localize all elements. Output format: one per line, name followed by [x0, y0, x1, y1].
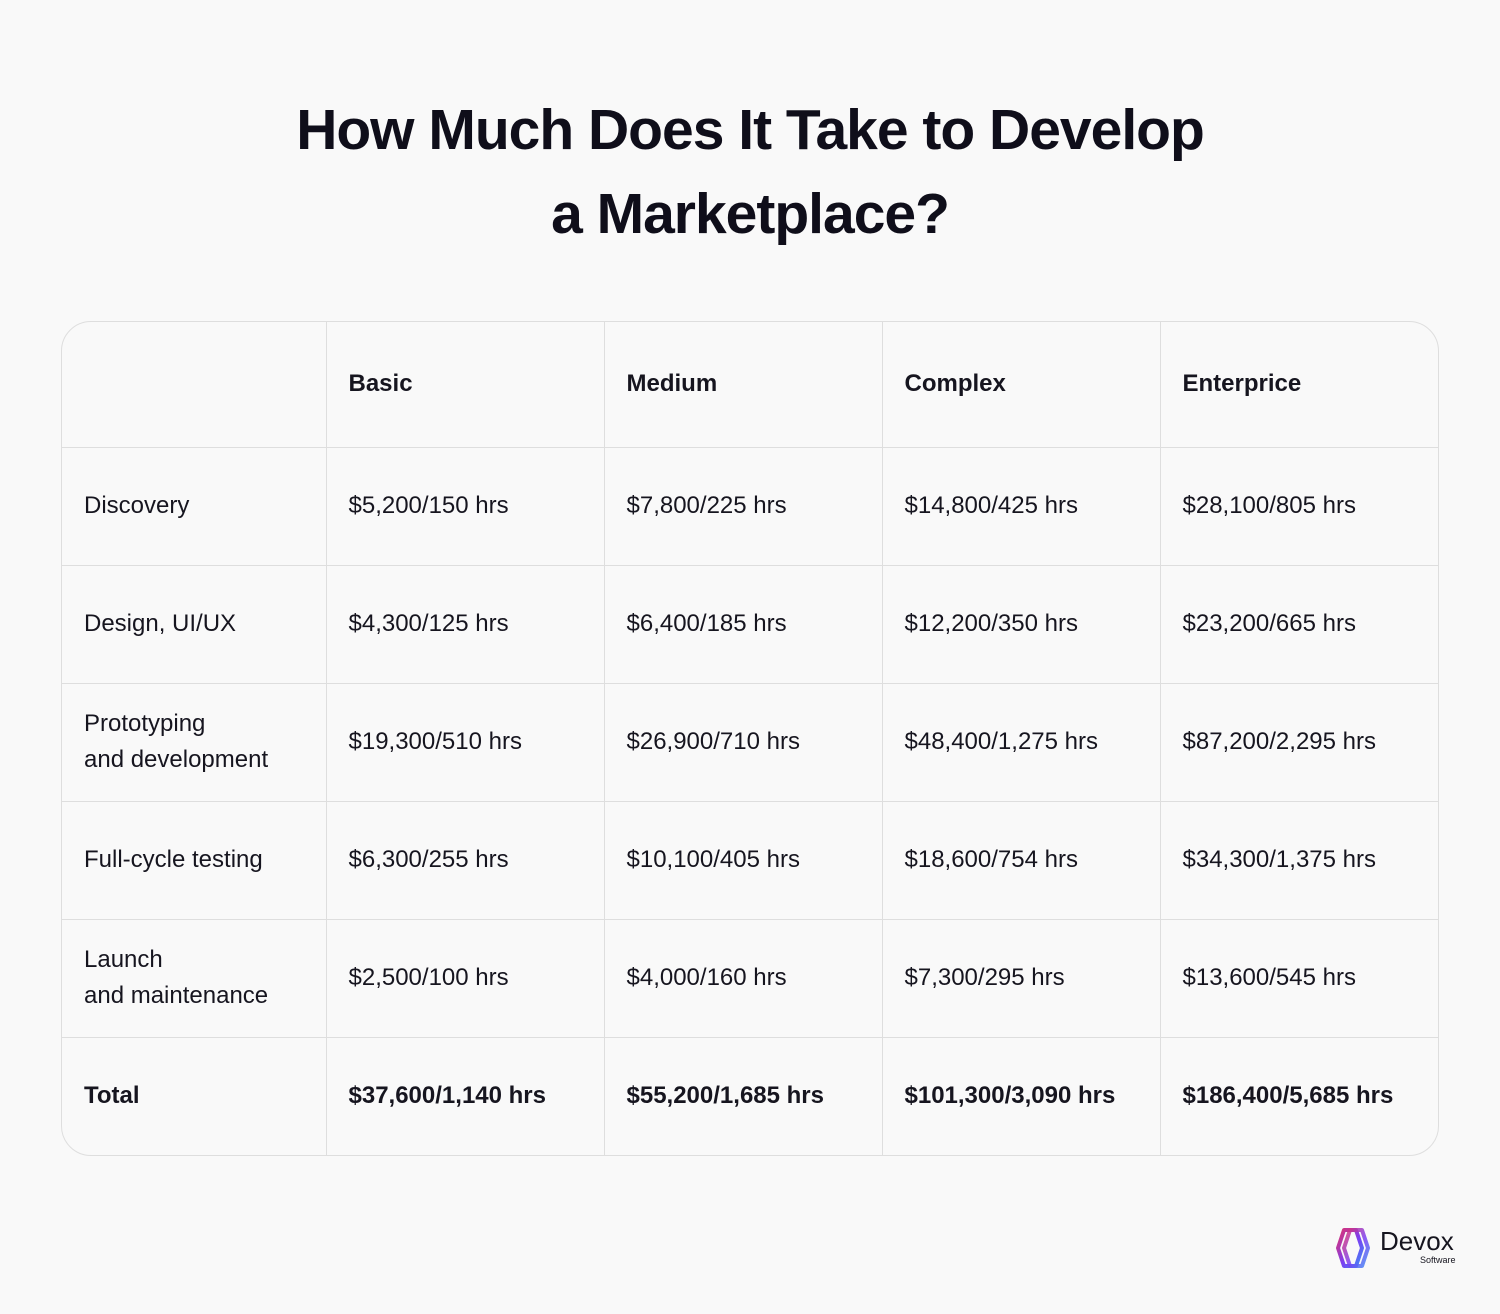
- table-cell: $7,800/225 hrs: [604, 447, 883, 566]
- table-cell: $12,200/350 hrs: [882, 565, 1161, 684]
- table-cell: $7,300/295 hrs: [882, 919, 1161, 1038]
- table-cell-total: $101,300/3,090 hrs: [882, 1037, 1161, 1155]
- header-basic: Basic: [326, 322, 605, 448]
- header-empty-cell: [62, 322, 327, 448]
- header-complex: Complex: [882, 322, 1161, 448]
- table-cell: $26,900/710 hrs: [604, 683, 883, 802]
- page-title-line-2: a Marketplace?: [551, 182, 950, 246]
- table-cell: $6,300/255 hrs: [326, 801, 605, 920]
- table-cell: $2,500/100 hrs: [326, 919, 605, 1038]
- table-cell-total: $186,400/5,685 hrs: [1182, 1082, 1394, 1110]
- cost-table: Basic Medium Complex Enterprice Discover…: [62, 322, 1438, 1155]
- table-cell: $10,100/405 hrs: [604, 801, 883, 920]
- table-header-row: Basic Medium Complex Enterprice: [62, 322, 1438, 448]
- devox-logo: Devox Software: [1330, 1226, 1470, 1270]
- row-label-testing: Full-cycle testing: [62, 801, 327, 920]
- logo-name: Devox: [1380, 1226, 1454, 1256]
- table-cell: $87,200/2,295 hrs: [1160, 683, 1438, 802]
- logo-subtitle: Software: [1420, 1255, 1456, 1265]
- cost-table-container: Basic Medium Complex Enterprice Discover…: [61, 321, 1439, 1156]
- row-label-design: Design, UI/UX: [62, 565, 327, 684]
- row-label-total: Total: [62, 1037, 327, 1155]
- table-row: Full-cycle testing $6,300/255 hrs $10,10…: [62, 801, 1438, 920]
- row-label-launch: Launch and maintenance: [62, 919, 327, 1038]
- page-title: How Much Does It Take to Develop a Marke…: [0, 88, 1500, 256]
- table-cell: $19,300/510 hrs: [326, 683, 605, 802]
- table-cell-total: $55,200/1,685 hrs: [604, 1037, 883, 1155]
- devox-hexagon-logo-icon: [1336, 1228, 1370, 1268]
- table-cell-total: $37,600/1,140 hrs: [326, 1037, 605, 1155]
- row-label-prototyping: Prototyping and development: [62, 683, 327, 802]
- table-cell: $23,200/665 hrs: [1160, 565, 1438, 684]
- table-cell: $5,200/150 hrs: [326, 447, 605, 566]
- header-enterprice: Enterprice: [1160, 322, 1438, 448]
- table-row: Prototyping and development $19,300/510 …: [62, 683, 1438, 802]
- table-cell: $34,300/1,375 hrs: [1160, 801, 1438, 920]
- table-cell: $4,000/160 hrs: [604, 919, 883, 1038]
- table-cell: $48,400/1,275 hrs: [882, 683, 1161, 802]
- page-title-line-1: How Much Does It Take to Develop: [296, 98, 1205, 162]
- table-cell: $28,100/805 hrs: [1160, 447, 1438, 566]
- table-row-total: Total $37,600/1,140 hrs $55,200/1,685 hr…: [62, 1037, 1438, 1155]
- table-cell: $18,600/754 hrs: [882, 801, 1161, 920]
- table-row: Launch and maintenance $2,500/100 hrs $4…: [62, 919, 1438, 1038]
- table-row: Discovery $5,200/150 hrs $7,800/225 hrs …: [62, 447, 1438, 566]
- table-cell: $6,400/185 hrs: [604, 565, 883, 684]
- header-medium: Medium: [604, 322, 883, 448]
- table-cell: $13,600/545 hrs: [1160, 919, 1438, 1038]
- table-row: Design, UI/UX $4,300/125 hrs $6,400/185 …: [62, 565, 1438, 684]
- table-cell: $14,800/425 hrs: [882, 447, 1161, 566]
- table-cell: $4,300/125 hrs: [326, 565, 605, 684]
- row-label-discovery: Discovery: [62, 447, 327, 566]
